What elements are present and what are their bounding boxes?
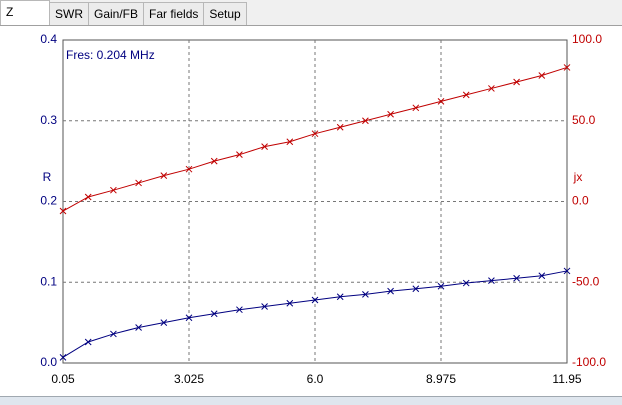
tab[interactable]: SWR [49, 2, 89, 25]
y2-tick-label: 100.0 [572, 32, 602, 46]
point-marker [412, 285, 420, 293]
y-axis-label: R [43, 170, 52, 184]
point-marker [311, 296, 319, 304]
point-marker [135, 324, 142, 331]
point-marker [513, 78, 520, 86]
x-tick-label: 0.05 [51, 372, 75, 386]
point-marker [261, 303, 268, 310]
y2-tick-label: -50.0 [572, 274, 600, 288]
point-marker [210, 310, 218, 318]
point-marker [387, 287, 394, 295]
tab[interactable]: Setup [203, 2, 247, 25]
status-bar [0, 396, 622, 405]
point-marker [387, 110, 394, 118]
point-marker [513, 274, 520, 282]
point-marker [210, 157, 218, 165]
tab-bar: Z SWR Gain/FB Far fields Setup [0, 0, 622, 26]
point-marker [437, 282, 445, 290]
point-marker [160, 172, 168, 180]
point-marker [110, 330, 117, 338]
annotation: Fres: 0.204 MHz [66, 48, 155, 62]
x-tick-label: 6.0 [307, 372, 324, 386]
y-tick-label: 0.2 [40, 194, 57, 208]
y-tick-label: 0.3 [40, 113, 57, 127]
tab[interactable]: Z [0, 0, 50, 25]
point-marker [286, 299, 294, 307]
x-tick-label: 8.975 [426, 372, 456, 386]
point-marker [362, 117, 369, 125]
point-marker [437, 98, 445, 105]
point-marker [135, 179, 142, 187]
point-marker [311, 130, 319, 138]
point-marker [261, 143, 268, 150]
point-marker [185, 165, 193, 173]
point-marker [236, 306, 243, 314]
y2-tick-label: -100.0 [572, 355, 606, 369]
point-marker [110, 186, 117, 194]
y2-axis-label: jx [573, 170, 583, 184]
point-marker [59, 353, 67, 361]
y2-tick-label: 0.0 [572, 194, 589, 208]
point-marker [538, 272, 546, 280]
y-tick-label: 0.1 [40, 274, 57, 288]
point-marker [362, 291, 369, 298]
point-marker [563, 267, 571, 275]
point-marker [412, 104, 420, 112]
point-marker [336, 123, 344, 131]
point-marker [185, 314, 193, 322]
point-marker [236, 151, 243, 159]
point-marker [462, 91, 470, 99]
point-marker [336, 293, 344, 301]
point-marker [488, 85, 495, 92]
x-tick-label: 11.95 [552, 372, 581, 386]
chart: Fres: 0.204 MHz R jx 0.05 3.025 6.0 8.975 11… [40, 32, 606, 386]
tab[interactable]: Gain/FB [88, 2, 145, 25]
x-tick-label: 3.025 [174, 372, 204, 386]
y-tick-label: 0.0 [40, 355, 57, 369]
point-marker [563, 64, 571, 71]
point-marker [286, 138, 294, 146]
point-marker [84, 193, 92, 201]
point-marker [488, 277, 495, 284]
y-tick-label: 0.4 [40, 32, 57, 46]
point-marker [538, 72, 546, 79]
y2-tick-label: 50.0 [572, 113, 596, 127]
point-marker [160, 319, 168, 326]
point-marker [59, 207, 67, 215]
point-marker [462, 279, 470, 287]
tab[interactable]: Far fields [143, 2, 205, 25]
point-marker [84, 338, 92, 346]
